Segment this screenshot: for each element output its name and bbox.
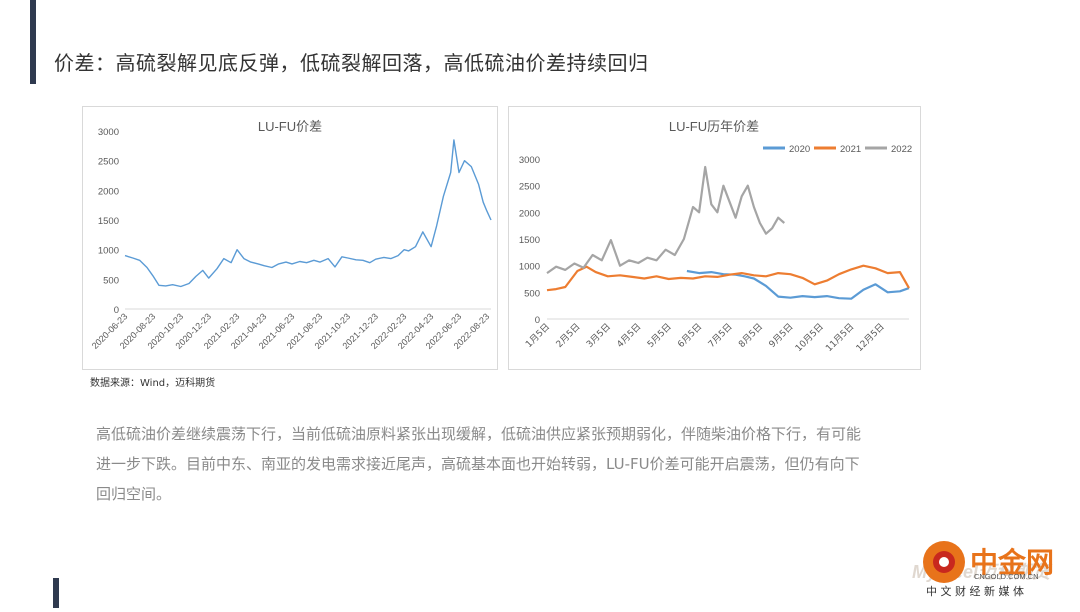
chart-panel-lu-fu-spread: LU-FU价差 0 500 1000 1500 2000 2500 3000 2020-06-2… xyxy=(82,106,498,370)
x-tick-label: 7月5日 xyxy=(706,321,735,350)
lu-fu-spread-chart: LU-FU价差0500100015002000250030002020-06-2… xyxy=(90,119,492,351)
logo-name: 中金网 xyxy=(970,546,1054,579)
lu-fu-yearly-spread-chart: LU-FU历年价差 2020 2021 2022 0 500 1000 1500 2000 250… xyxy=(519,119,912,354)
y-tick-label: 2500 xyxy=(98,157,119,168)
series-line-2020 xyxy=(686,269,910,300)
x-tick-label: 6月5日 xyxy=(676,321,705,350)
y-tick-label: 1000 xyxy=(519,262,540,273)
x-tick-label: 11月5日 xyxy=(824,321,857,354)
bottom-accent-bar xyxy=(53,578,59,608)
commentary-paragraph: 高低硫油价差继续震荡下行，当前低硫油原料紧张出现缓解，低硫油供应紧张预期弱化，伴… xyxy=(96,419,916,509)
y-tick-label: 0 xyxy=(114,305,119,316)
y-tick-label: 1000 xyxy=(98,246,119,257)
logo-tagline: 中 文 财 经 新 媒 体 xyxy=(926,584,1024,598)
y-tick-label: 2000 xyxy=(98,186,119,197)
legend-label: 2022 xyxy=(891,144,912,155)
top-accent-bar xyxy=(30,0,36,84)
series-line-2021 xyxy=(546,264,910,292)
cngold-logo: Mysteel迈科期货 中金网 CNGOLD.COM.CN 中 文 财 经 新 … xyxy=(912,534,1080,608)
data-source-note: 数据来源：Wind，迈科期货 xyxy=(90,378,216,389)
y-tick-label: 500 xyxy=(524,288,540,299)
x-tick-label: 12月5日 xyxy=(854,321,887,354)
y-tick-label: 2000 xyxy=(519,208,540,219)
cngold-logo-graphic: Mysteel迈科期货 中金网 CNGOLD.COM.CN 中 文 财 经 新 … xyxy=(912,541,1054,598)
x-tick-label: 3月5日 xyxy=(584,321,613,350)
series-line-lu-fu xyxy=(124,139,492,288)
x-tick-label: 10月5日 xyxy=(793,321,826,354)
y-tick-label: 2500 xyxy=(519,182,540,193)
y-tick-label: 500 xyxy=(103,275,119,286)
logo-dot-icon xyxy=(939,557,949,567)
commentary-line: 进一步下跌。目前中东、南亚的发电需求接近尾声，高硫基本面也开始转弱，LU-FU价… xyxy=(96,455,860,473)
legend-label: 2021 xyxy=(840,144,861,155)
x-tick-label: 2月5日 xyxy=(554,321,583,350)
page-title: 价差：高硫裂解见底反弹，低硫裂解回落，高低硫油价差持续回归 xyxy=(54,51,649,75)
y-tick-label: 0 xyxy=(535,315,540,326)
chart-title: LU-FU历年价差 xyxy=(669,119,759,134)
y-tick-label: 3000 xyxy=(98,127,119,138)
chart-panel-lu-fu-yearly-spread: LU-FU历年价差 2020 2021 2022 0 500 1000 1500 2000 250… xyxy=(508,106,921,370)
x-tick-label: 9月5日 xyxy=(767,321,796,350)
commentary-line: 高低硫油价差继续震荡下行，当前低硫油原料紧张出现缓解，低硫油供应紧张预期弱化，伴… xyxy=(96,425,862,443)
series-line-2022 xyxy=(546,165,786,274)
y-tick-label: 1500 xyxy=(98,216,119,227)
y-tick-label: 1500 xyxy=(519,235,540,246)
logo-domain: CNGOLD.COM.CN xyxy=(974,572,1039,581)
legend-label: 2020 xyxy=(789,144,810,155)
chart-title: LU-FU价差 xyxy=(258,119,322,134)
y-tick-label: 3000 xyxy=(519,155,540,166)
x-tick-label: 8月5日 xyxy=(736,321,765,350)
x-tick-label: 5月5日 xyxy=(645,321,674,350)
commentary-line: 回归空间。 xyxy=(96,485,172,503)
x-tick-label: 4月5日 xyxy=(615,321,644,350)
